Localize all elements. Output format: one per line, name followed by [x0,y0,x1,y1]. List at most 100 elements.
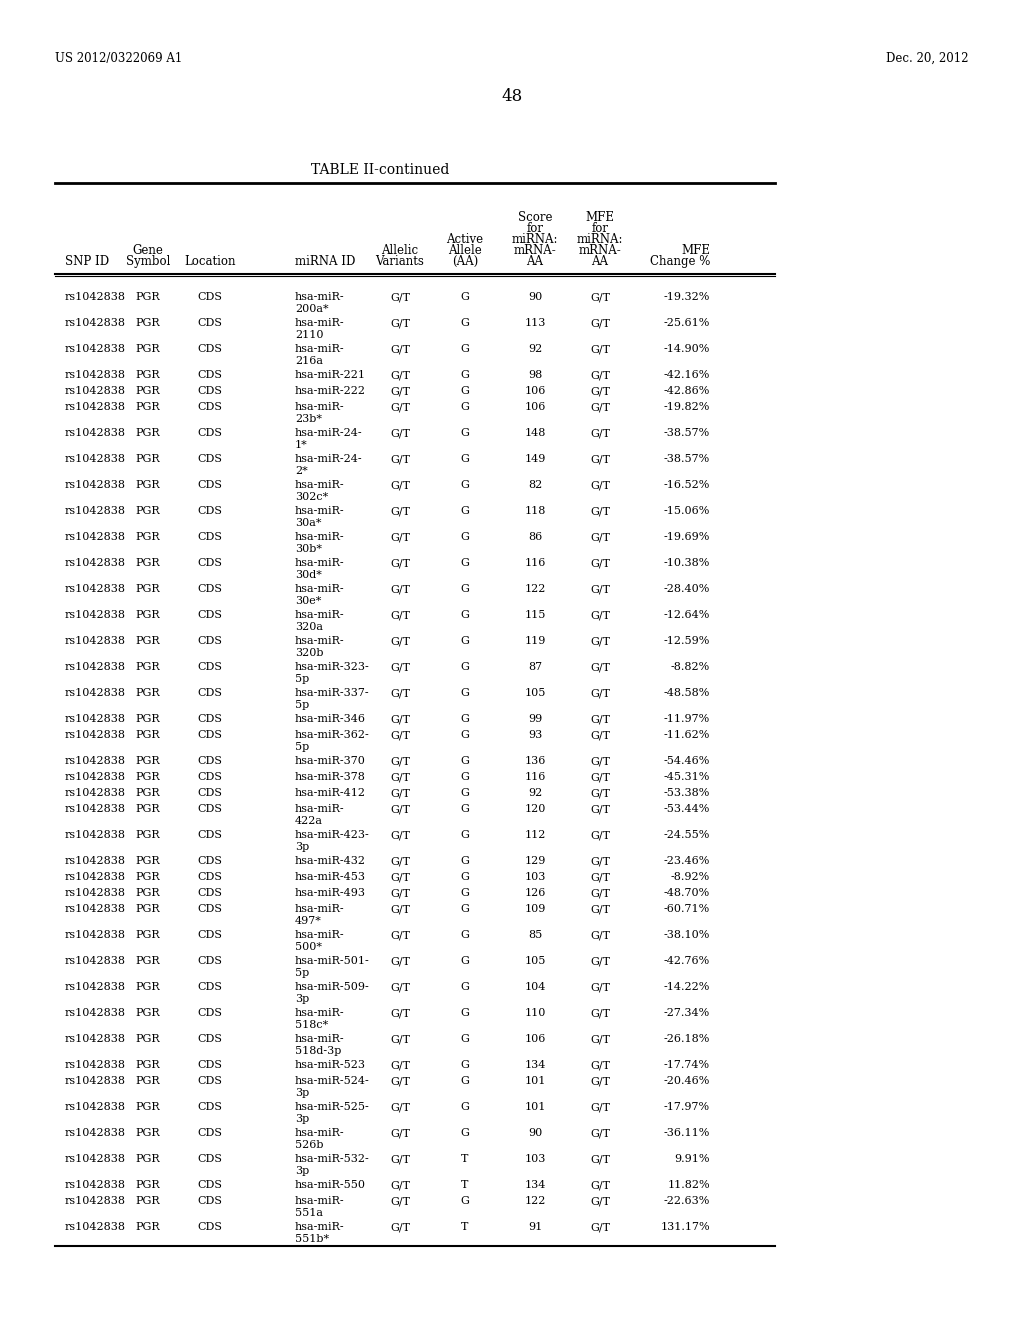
Text: 106: 106 [524,385,546,396]
Text: rs1042838: rs1042838 [65,1129,126,1138]
Text: G: G [461,714,469,723]
Text: -38.10%: -38.10% [664,931,710,940]
Text: CDS: CDS [198,931,222,940]
Text: 87: 87 [528,663,542,672]
Text: -20.46%: -20.46% [664,1076,710,1086]
Text: 113: 113 [524,318,546,327]
Text: G/T: G/T [390,830,410,840]
Text: 122: 122 [524,583,546,594]
Text: -17.97%: -17.97% [664,1102,710,1111]
Text: G/T: G/T [590,1076,610,1086]
Text: hsa-miR-532-
3p: hsa-miR-532- 3p [295,1154,370,1176]
Text: G/T: G/T [390,688,410,698]
Text: rs1042838: rs1042838 [65,1060,126,1071]
Text: mRNA-: mRNA- [579,244,622,257]
Text: G/T: G/T [390,663,410,672]
Text: US 2012/0322069 A1: US 2012/0322069 A1 [55,51,182,65]
Text: -22.63%: -22.63% [664,1196,710,1206]
Text: hsa-miR-
320a: hsa-miR- 320a [295,610,345,631]
Text: 92: 92 [528,788,542,799]
Text: -60.71%: -60.71% [664,904,710,913]
Text: PGR: PGR [136,480,161,490]
Text: G/T: G/T [590,904,610,913]
Text: PGR: PGR [136,714,161,723]
Text: PGR: PGR [136,663,161,672]
Text: G: G [461,345,469,354]
Text: rs1042838: rs1042838 [65,403,126,412]
Text: hsa-miR-
500*: hsa-miR- 500* [295,931,345,952]
Text: G: G [461,506,469,516]
Text: 106: 106 [524,403,546,412]
Text: -19.69%: -19.69% [664,532,710,543]
Text: G/T: G/T [590,370,610,380]
Text: G: G [461,292,469,302]
Text: PGR: PGR [136,788,161,799]
Text: G/T: G/T [590,428,610,438]
Text: 103: 103 [524,873,546,882]
Text: CDS: CDS [198,1008,222,1018]
Text: CDS: CDS [198,1154,222,1164]
Text: G/T: G/T [390,956,410,966]
Text: PGR: PGR [136,454,161,465]
Text: hsa-miR-
30d*: hsa-miR- 30d* [295,558,345,579]
Text: 116: 116 [524,772,546,781]
Text: G: G [461,1129,469,1138]
Text: rs1042838: rs1042838 [65,663,126,672]
Text: hsa-miR-337-
5p: hsa-miR-337- 5p [295,688,370,710]
Text: G/T: G/T [590,855,610,866]
Text: rs1042838: rs1042838 [65,1102,126,1111]
Text: PGR: PGR [136,1060,161,1071]
Text: PGR: PGR [136,583,161,594]
Text: rs1042838: rs1042838 [65,756,126,766]
Text: CDS: CDS [198,506,222,516]
Text: (AA): (AA) [452,255,478,268]
Text: hsa-miR-
216a: hsa-miR- 216a [295,345,345,366]
Text: rs1042838: rs1042838 [65,830,126,840]
Text: G/T: G/T [590,888,610,898]
Text: rs1042838: rs1042838 [65,873,126,882]
Text: rs1042838: rs1042838 [65,788,126,799]
Text: G/T: G/T [590,931,610,940]
Text: G/T: G/T [590,714,610,723]
Text: G: G [461,982,469,993]
Text: hsa-miR-
518d-3p: hsa-miR- 518d-3p [295,1034,345,1056]
Text: hsa-miR-362-
5p: hsa-miR-362- 5p [295,730,370,751]
Text: hsa-miR-453: hsa-miR-453 [295,873,366,882]
Text: PGR: PGR [136,1222,161,1232]
Text: CDS: CDS [198,370,222,380]
Text: 92: 92 [528,345,542,354]
Text: 82: 82 [528,480,542,490]
Text: hsa-miR-501-
5p: hsa-miR-501- 5p [295,956,370,978]
Text: hsa-miR-
30a*: hsa-miR- 30a* [295,506,345,528]
Text: G: G [461,888,469,898]
Text: -27.34%: -27.34% [664,1008,710,1018]
Text: 110: 110 [524,1008,546,1018]
Text: G/T: G/T [390,506,410,516]
Text: MFE: MFE [586,211,614,224]
Text: CDS: CDS [198,1222,222,1232]
Text: -17.74%: -17.74% [664,1060,710,1071]
Text: CDS: CDS [198,772,222,781]
Text: 115: 115 [524,610,546,620]
Text: rs1042838: rs1042838 [65,1222,126,1232]
Text: hsa-miR-523: hsa-miR-523 [295,1060,366,1071]
Text: G: G [461,688,469,698]
Text: hsa-miR-222: hsa-miR-222 [295,385,366,396]
Text: G: G [461,318,469,327]
Text: G/T: G/T [590,772,610,781]
Text: G/T: G/T [390,318,410,327]
Text: G/T: G/T [390,772,410,781]
Text: CDS: CDS [198,730,222,741]
Text: G: G [461,956,469,966]
Text: rs1042838: rs1042838 [65,730,126,741]
Text: G/T: G/T [590,956,610,966]
Text: 105: 105 [524,956,546,966]
Text: G/T: G/T [390,1222,410,1232]
Text: PGR: PGR [136,610,161,620]
Text: G: G [461,1102,469,1111]
Text: -25.61%: -25.61% [664,318,710,327]
Text: AA: AA [592,255,608,268]
Text: G/T: G/T [390,558,410,568]
Text: G/T: G/T [590,385,610,396]
Text: -38.57%: -38.57% [664,454,710,465]
